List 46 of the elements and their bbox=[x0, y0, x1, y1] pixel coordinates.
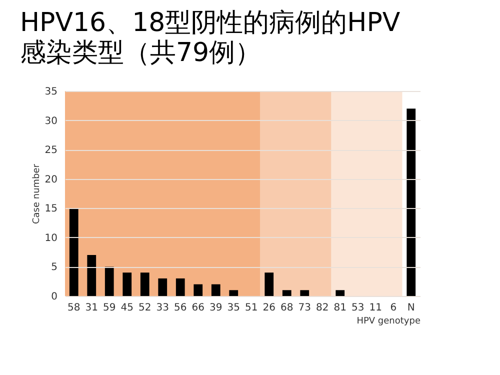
y-tick-label: 5 bbox=[51, 262, 58, 274]
x-tick-label: 68 bbox=[280, 302, 294, 314]
chart-title: HPV16、18型阴性的病例的HPV 感染类型（共79例） bbox=[20, 8, 400, 68]
x-tick-label: 56 bbox=[174, 302, 187, 314]
x-tick-label: 45 bbox=[120, 302, 134, 314]
x-tick-label: 6 bbox=[390, 302, 397, 314]
x-tick-label: 26 bbox=[262, 302, 276, 314]
x-tick-label: 82 bbox=[316, 302, 329, 314]
y-tick-label: 15 bbox=[44, 204, 58, 215]
x-tick-label: 58 bbox=[68, 302, 80, 314]
bar bbox=[264, 272, 274, 296]
x-tick-label: 39 bbox=[210, 302, 222, 314]
y-axis-title: Case number bbox=[32, 164, 42, 224]
bar bbox=[336, 290, 345, 296]
bar bbox=[194, 284, 203, 296]
bar bbox=[140, 272, 150, 296]
y-tick-label: 35 bbox=[44, 86, 58, 98]
x-tick-label: 11 bbox=[369, 302, 382, 314]
bar bbox=[87, 255, 96, 296]
bar bbox=[122, 272, 132, 296]
bar bbox=[229, 290, 238, 296]
x-axis-title: HPV genotype bbox=[356, 316, 421, 326]
x-tick-label: 31 bbox=[85, 302, 98, 314]
x-tick-label: 35 bbox=[227, 302, 240, 314]
y-tick-label: 25 bbox=[44, 145, 58, 156]
y-tick-label: 20 bbox=[44, 174, 58, 186]
x-tick-label: 33 bbox=[156, 302, 169, 314]
bar bbox=[158, 278, 168, 296]
bar bbox=[104, 266, 114, 296]
y-tick-label: 30 bbox=[44, 116, 58, 127]
bar bbox=[406, 108, 416, 296]
x-tick-label: 53 bbox=[352, 302, 364, 314]
x-tick-label: 73 bbox=[298, 302, 311, 314]
x-tick-label: 51 bbox=[245, 302, 258, 314]
bar bbox=[300, 290, 310, 296]
y-tick-label: 10 bbox=[44, 232, 58, 244]
bar bbox=[69, 208, 78, 296]
x-tick-label: 52 bbox=[138, 302, 152, 314]
y-tick-label: 0 bbox=[51, 292, 58, 302]
bar bbox=[211, 284, 220, 296]
x-tick-label: 81 bbox=[334, 302, 346, 314]
bar bbox=[176, 278, 185, 296]
x-tick-label: 66 bbox=[192, 302, 204, 314]
x-tick-label: N bbox=[407, 302, 415, 314]
x-tick-label: 59 bbox=[103, 302, 116, 314]
bar bbox=[282, 290, 292, 296]
